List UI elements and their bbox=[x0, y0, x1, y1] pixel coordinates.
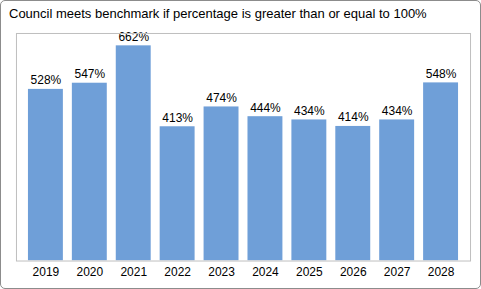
svg-text:413%: 413% bbox=[162, 111, 193, 125]
svg-text:2022: 2022 bbox=[164, 264, 191, 278]
svg-text:2019: 2019 bbox=[33, 264, 60, 278]
svg-text:2026: 2026 bbox=[340, 264, 367, 278]
svg-text:434%: 434% bbox=[382, 104, 413, 118]
svg-text:444%: 444% bbox=[250, 101, 281, 115]
svg-text:2024: 2024 bbox=[252, 264, 279, 278]
svg-text:2020: 2020 bbox=[76, 264, 103, 278]
svg-text:2023: 2023 bbox=[208, 264, 235, 278]
svg-text:2025: 2025 bbox=[296, 264, 323, 278]
html-text:Council meets benchmark if per: Council meets benchmark if percentage is… bbox=[9, 6, 427, 21]
svg-text:2027: 2027 bbox=[384, 264, 411, 278]
svg-text:547%: 547% bbox=[75, 67, 106, 81]
svg-text:474%: 474% bbox=[206, 91, 237, 105]
svg-text:2021: 2021 bbox=[120, 264, 147, 278]
svg-text:414%: 414% bbox=[338, 110, 369, 124]
svg-text:662%: 662% bbox=[118, 30, 149, 44]
svg-text:2028: 2028 bbox=[428, 264, 455, 278]
svg-text:528%: 528% bbox=[31, 73, 62, 87]
svg-text:548%: 548% bbox=[426, 67, 457, 81]
svg-text:434%: 434% bbox=[294, 104, 325, 118]
